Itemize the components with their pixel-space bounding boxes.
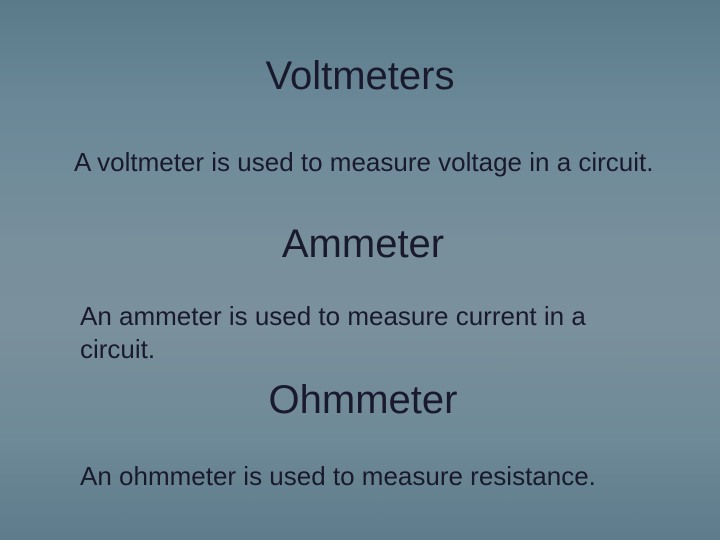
section-body-ohmmeter: An ohmmeter is used to measure resistanc… (80, 460, 640, 493)
section-body-ammeter: An ammeter is used to measure current in… (80, 300, 660, 365)
section-title-ammeter: Ammeter (0, 222, 720, 267)
section-title-ohmmeter: Ohmmeter (0, 378, 720, 423)
section-title-voltmeters: Voltmeters (0, 54, 720, 99)
section-body-voltmeters: A voltmeter is used to measure voltage i… (74, 146, 654, 179)
